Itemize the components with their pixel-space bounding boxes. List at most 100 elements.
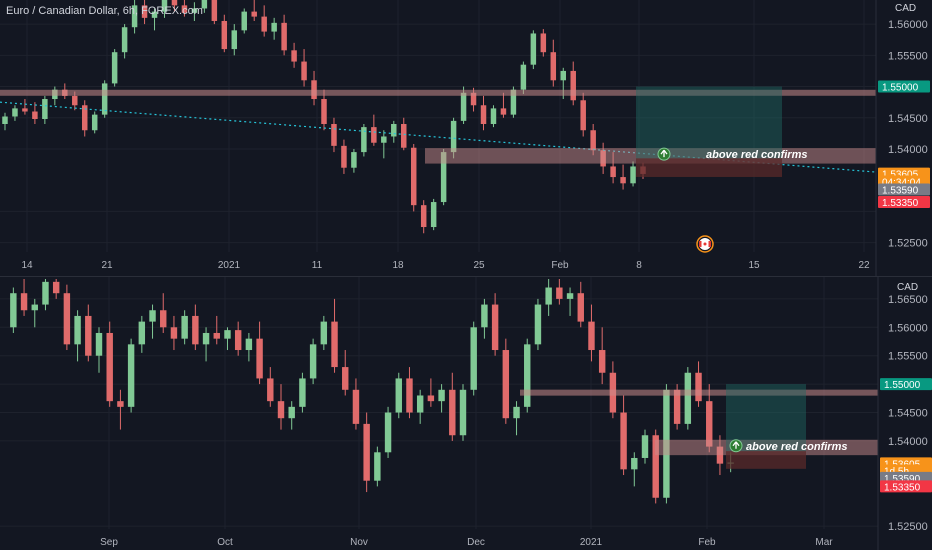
candle-body[interactable]	[221, 20, 228, 50]
candle-body[interactable]	[95, 332, 103, 356]
candle-body[interactable]	[391, 124, 397, 137]
candle-body[interactable]	[416, 395, 424, 413]
candle-body[interactable]	[224, 330, 231, 339]
candle-body[interactable]	[241, 11, 247, 31]
candle-body[interactable]	[291, 50, 297, 62]
candle-body[interactable]	[63, 293, 71, 345]
bottom-chart-svg[interactable]: above red confirms 1.56500 1.56000 1.55500 1…	[0, 277, 932, 550]
candle-body[interactable]	[673, 389, 681, 424]
candle-body[interactable]	[450, 120, 457, 153]
candle-body[interactable]	[311, 80, 317, 100]
candle-body[interactable]	[2, 116, 8, 124]
resistance-level[interactable]	[520, 389, 878, 396]
candle-body[interactable]	[620, 177, 626, 184]
candle-body[interactable]	[577, 293, 584, 322]
candle-body[interactable]	[570, 70, 576, 101]
candle-body[interactable]	[261, 16, 267, 32]
candle-body[interactable]	[138, 321, 146, 345]
candle-body[interactable]	[652, 435, 659, 498]
support-zone[interactable]	[655, 439, 878, 456]
candle-body[interactable]	[500, 108, 507, 115]
candle-body[interactable]	[530, 33, 537, 65]
candle-body[interactable]	[630, 166, 636, 184]
candle-body[interactable]	[281, 22, 287, 51]
candle-body[interactable]	[52, 281, 60, 294]
candle-body[interactable]	[309, 344, 317, 379]
candle-body[interactable]	[706, 401, 713, 447]
candle-body[interactable]	[20, 293, 28, 311]
candle-body[interactable]	[440, 152, 447, 203]
candle-body[interactable]	[201, 0, 208, 9]
candle-body[interactable]	[490, 108, 497, 124]
candle-body[interactable]	[74, 315, 81, 345]
candle-body[interactable]	[106, 332, 113, 402]
candle-body[interactable]	[384, 412, 392, 453]
candle-body[interactable]	[288, 406, 295, 419]
candle-body[interactable]	[171, 0, 178, 6]
resistance-level[interactable]	[0, 89, 876, 96]
candle-body[interactable]	[641, 435, 649, 458]
candle-body[interactable]	[420, 205, 427, 228]
candle-body[interactable]	[121, 27, 128, 53]
candle-body[interactable]	[480, 105, 487, 124]
candle-body[interactable]	[111, 52, 118, 84]
long-position-stop[interactable]	[636, 158, 782, 177]
candle-body[interactable]	[510, 89, 517, 115]
candle-body[interactable]	[363, 423, 370, 481]
candle-body[interactable]	[460, 92, 467, 121]
candle-body[interactable]	[470, 327, 477, 390]
long-position-stop[interactable]	[726, 451, 806, 469]
candle-body[interactable]	[610, 166, 616, 178]
candle-body[interactable]	[590, 130, 596, 151]
candle-body[interactable]	[406, 378, 413, 413]
price-tag[interactable]	[878, 196, 930, 209]
candle-body[interactable]	[341, 145, 347, 168]
candle-body[interactable]	[491, 304, 499, 351]
candle-body[interactable]	[149, 310, 156, 322]
candle-body[interactable]	[141, 5, 148, 18]
candle-body[interactable]	[202, 332, 210, 345]
candle-body[interactable]	[251, 11, 257, 17]
candle-body[interactable]	[371, 127, 377, 143]
candle-body[interactable]	[470, 92, 477, 106]
candle-body[interactable]	[181, 315, 188, 339]
candle-body[interactable]	[299, 378, 306, 407]
candle-body[interactable]	[540, 33, 547, 53]
candle-body[interactable]	[160, 310, 167, 328]
candle-body[interactable]	[331, 321, 338, 368]
candle-body[interactable]	[101, 83, 108, 115]
canada-flag-icon[interactable]	[696, 235, 714, 253]
candle-body[interactable]	[342, 367, 349, 390]
candle-body[interactable]	[192, 315, 199, 345]
candle-body[interactable]	[161, 0, 168, 12]
candle-body[interactable]	[321, 99, 327, 124]
candle-body[interactable]	[42, 99, 48, 120]
price-tag[interactable]	[880, 378, 932, 391]
candle-body[interactable]	[410, 147, 417, 206]
candle-body[interactable]	[524, 344, 531, 407]
pane-separator[interactable]	[0, 276, 932, 277]
price-tag[interactable]	[878, 183, 930, 196]
candle-body[interactable]	[256, 338, 263, 379]
bottom-chart-pane[interactable]: above red confirms 1.56500 1.56000 1.55500 1…	[0, 277, 932, 550]
price-tag[interactable]	[878, 80, 930, 93]
candle-body[interactable]	[502, 350, 510, 419]
candle-body[interactable]	[588, 321, 595, 351]
candle-body[interactable]	[566, 293, 574, 299]
candle-body[interactable]	[598, 350, 606, 373]
candle-body[interactable]	[352, 389, 360, 424]
candle-body[interactable]	[245, 338, 253, 351]
candle-body[interactable]	[513, 406, 520, 419]
candle-body[interactable]	[231, 30, 238, 50]
candle-body[interactable]	[331, 124, 337, 146]
candle-body[interactable]	[430, 202, 437, 228]
candle-body[interactable]	[277, 401, 285, 419]
candle-body[interactable]	[10, 293, 17, 328]
candle-body[interactable]	[684, 372, 692, 424]
top-chart-svg[interactable]: above red confirms 1.56000 1.55500 1.54500 1…	[0, 0, 932, 276]
candle-body[interactable]	[32, 111, 38, 120]
candle-body[interactable]	[449, 389, 456, 436]
candle-body[interactable]	[550, 52, 557, 81]
top-chart-pane[interactable]: above red confirms 1.56000 1.55500 1.54500 1…	[0, 0, 932, 276]
candle-body[interactable]	[401, 124, 407, 148]
